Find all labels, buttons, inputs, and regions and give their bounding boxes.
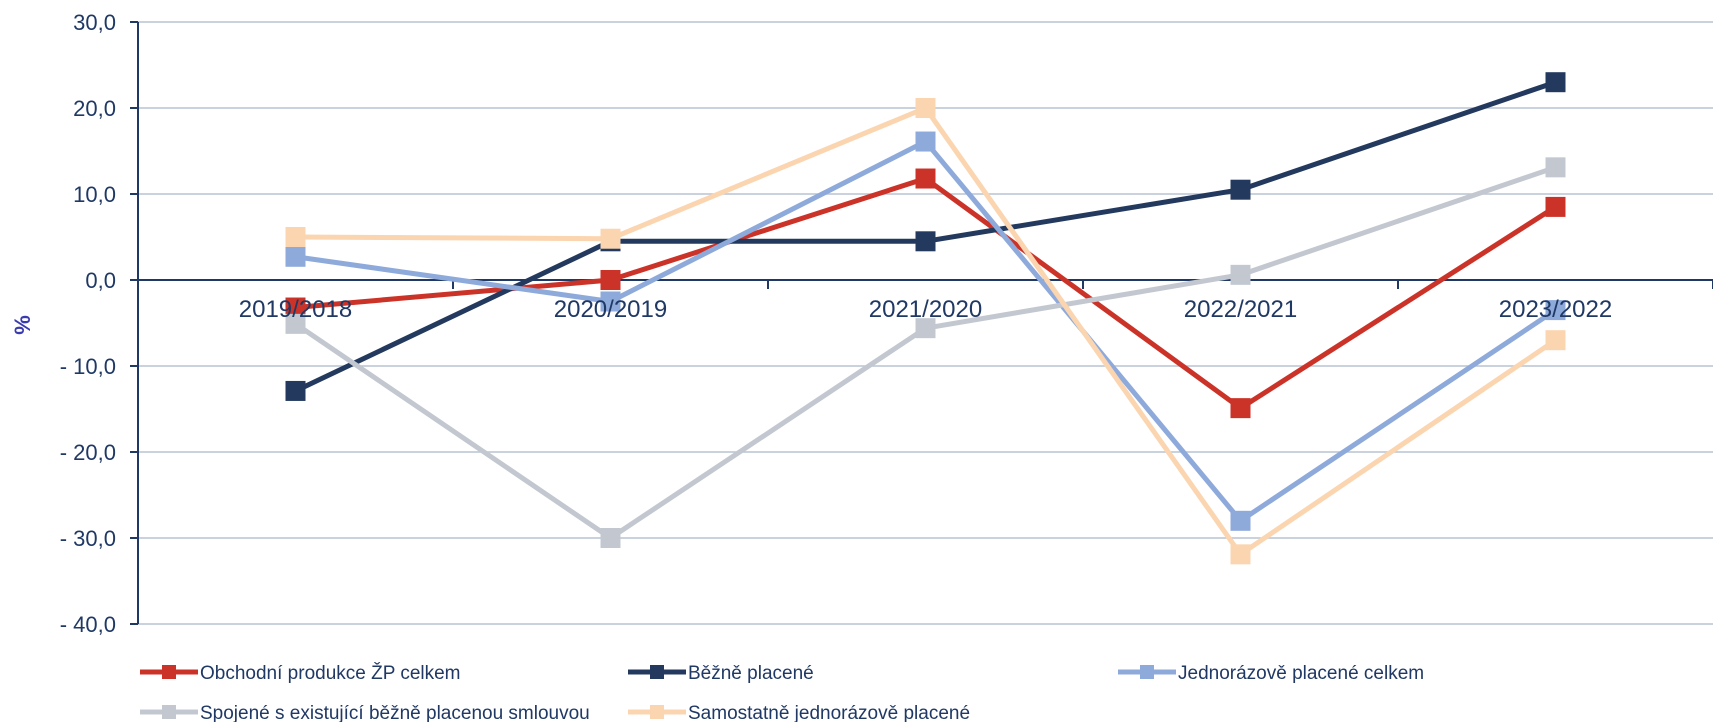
data-point [1545,157,1566,178]
series-0 [285,168,1566,419]
data-point [1230,510,1251,531]
data-point [1545,300,1566,321]
axis-layer [130,21,1713,625]
data-point [915,318,936,339]
data-point [285,246,306,267]
data-point [915,131,936,152]
data-point [1230,544,1251,565]
legend-label: Jednorázově placené celkem [1178,663,1424,684]
legend-label: Spojené s existující běžně placenou smlo… [200,703,590,722]
legend-label: Obchodní produkce ŽP celkem [200,662,461,684]
y-tick-label: - 30,0 [60,526,116,551]
grid-layer [138,21,1713,625]
legend-marker [162,665,176,679]
x-tick-label: 2023/2022 [1499,296,1612,323]
data-point [1545,196,1566,217]
series-3 [285,157,1566,548]
series-1 [285,72,1566,401]
series-2 [285,131,1566,531]
y-tick-label: 10,0 [73,182,116,207]
legend-item: Běžně placené [628,663,814,684]
series-4 [285,98,1566,565]
x-tick-label: 2019/2018 [239,296,352,323]
legend-marker [1140,665,1154,679]
legend-marker [650,665,664,679]
y-axis-title: % [10,315,35,335]
legend-item: Jednorázově placené celkem [1118,663,1424,684]
data-point [600,270,621,290]
y-tick-label: - 20,0 [60,440,116,465]
legend-item: Obchodní produkce ŽP celkem [140,662,461,684]
y-tick-label: - 40,0 [60,612,116,637]
data-point [600,291,621,312]
x-tick-label: 2022/2021 [1184,296,1297,323]
label-layer: 30,0 20,0 10,0 0,0 - 10,0 - 20,0 - 30,0 - 40,0%… [10,10,1612,637]
data-point [915,231,936,252]
legend-item: Spojené s existující běžně placenou smlo… [140,703,590,722]
data-point [1545,330,1566,351]
data-point [1545,72,1566,93]
data-point [285,380,306,401]
legend-marker [162,705,176,719]
data-point [915,98,936,118]
series-line [294,164,1557,541]
legend: Obchodní produkce ŽP celkem Běžně placené… [140,662,1424,722]
y-tick-label: 20,0 [73,96,116,121]
data-point [285,313,306,334]
y-tick-label: 30,0 [73,10,116,35]
data-point [600,528,621,548]
data-point [1230,398,1251,419]
data-point [600,228,621,249]
data-point [1230,264,1251,285]
data-point [285,227,306,247]
data-point [285,297,306,318]
data-point [1230,179,1251,200]
x-tick-label: 2021/2020 [869,296,982,323]
legend-marker [650,705,664,719]
legend-item: Samostatně jednorázově placené [628,703,970,722]
series-layer [285,72,1566,565]
legend-label: Samostatně jednorázově placené [688,703,970,722]
y-tick-label: - 10,0 [60,354,116,379]
x-tick-label: 2020/2019 [554,296,667,323]
legend-label: Běžně placené [688,663,814,684]
y-tick-label: 0,0 [85,268,116,293]
series-line [295,176,1557,411]
data-point [915,168,936,189]
